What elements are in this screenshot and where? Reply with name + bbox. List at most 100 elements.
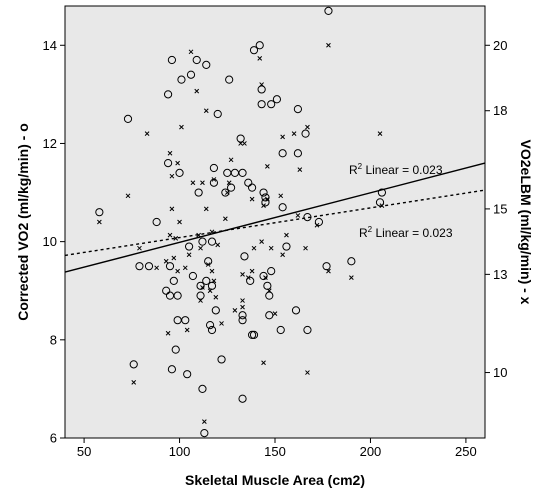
x-point bbox=[297, 167, 303, 172]
circle-point bbox=[314, 217, 324, 227]
circle-point bbox=[291, 306, 301, 315]
circle-point bbox=[135, 262, 144, 271]
x-tick-label: 50 bbox=[77, 444, 91, 459]
x-point bbox=[167, 232, 173, 238]
plot-area bbox=[64, 5, 486, 439]
x-point bbox=[165, 330, 171, 336]
circle-point bbox=[255, 41, 264, 50]
circle-point bbox=[202, 60, 211, 70]
circle-point bbox=[171, 345, 180, 354]
x-point bbox=[263, 275, 268, 280]
y2-tick-label: 20 bbox=[493, 38, 507, 53]
circle-point bbox=[175, 168, 184, 178]
circle-point bbox=[200, 428, 209, 438]
y-tick-label: 14 bbox=[43, 38, 57, 53]
x-point bbox=[211, 177, 217, 182]
circle-point bbox=[217, 355, 226, 364]
x-point bbox=[261, 203, 266, 208]
x-point bbox=[154, 265, 159, 271]
x-point bbox=[280, 134, 285, 140]
circle-point bbox=[225, 75, 234, 84]
circle-point bbox=[202, 276, 211, 286]
circle-point bbox=[188, 271, 198, 281]
x-point bbox=[215, 242, 221, 248]
x-point bbox=[303, 245, 308, 251]
x-point bbox=[265, 164, 270, 169]
x-point bbox=[131, 380, 137, 385]
x-point bbox=[326, 42, 331, 48]
x-point bbox=[261, 360, 266, 366]
circle-point bbox=[293, 104, 303, 114]
x-point bbox=[167, 150, 173, 156]
circle-point bbox=[167, 55, 177, 65]
fit-label-dashed-text: Linear = 0.023 bbox=[372, 226, 453, 240]
circle-point bbox=[184, 242, 194, 251]
circle-point bbox=[194, 188, 203, 197]
x-point bbox=[240, 304, 245, 310]
x-point bbox=[278, 193, 284, 199]
x-point bbox=[198, 245, 203, 251]
x-point bbox=[326, 268, 331, 274]
circle-point bbox=[301, 129, 310, 138]
x-point bbox=[280, 252, 285, 258]
x-point bbox=[196, 232, 201, 238]
circle-point bbox=[303, 325, 312, 335]
x-point bbox=[184, 327, 190, 333]
circle-point bbox=[196, 291, 205, 300]
x-point bbox=[186, 252, 192, 258]
circle-point bbox=[293, 149, 303, 158]
x-point bbox=[175, 268, 180, 274]
x-point bbox=[169, 206, 175, 212]
circle-point bbox=[163, 90, 173, 99]
x-point bbox=[200, 285, 205, 290]
circle-point bbox=[240, 252, 249, 261]
circle-point bbox=[247, 183, 257, 192]
circle-point bbox=[167, 365, 177, 374]
y-axis-title: Corrected VO2 (ml/kg/min) - o bbox=[15, 123, 31, 321]
x-point bbox=[245, 275, 251, 280]
fit-label-dashed-r: R bbox=[359, 226, 368, 240]
x-point bbox=[198, 298, 203, 303]
y2-tick-label: 10 bbox=[493, 365, 507, 380]
x-point bbox=[272, 311, 278, 316]
x-point bbox=[379, 203, 385, 208]
x-point bbox=[291, 131, 297, 136]
x-point bbox=[175, 160, 180, 166]
x-tick-label: 250 bbox=[455, 444, 477, 459]
x-point bbox=[205, 262, 211, 267]
x-point bbox=[240, 298, 245, 303]
circle-point bbox=[205, 320, 215, 330]
points-layer bbox=[95, 6, 387, 438]
circle-point bbox=[236, 134, 245, 143]
x-point bbox=[305, 124, 310, 130]
x-tick-label: 100 bbox=[169, 444, 191, 459]
circle-point bbox=[129, 360, 138, 369]
x-tick-label: 150 bbox=[264, 444, 286, 459]
fit-lines-layer bbox=[64, 162, 486, 273]
x-point bbox=[203, 206, 209, 212]
y2-tick-label: 13 bbox=[493, 267, 507, 282]
circle-point bbox=[238, 311, 247, 320]
x-point bbox=[377, 131, 383, 136]
circle-point bbox=[278, 203, 287, 212]
circle-point bbox=[163, 158, 173, 168]
x-point bbox=[188, 49, 194, 55]
circle-point bbox=[207, 325, 217, 335]
fit-label-solid-r: R bbox=[349, 163, 358, 177]
x-point bbox=[173, 236, 179, 241]
circle-point bbox=[267, 100, 276, 109]
x-tick-label: 200 bbox=[360, 444, 382, 459]
fit-line-dashed bbox=[64, 189, 486, 257]
x-point bbox=[163, 258, 169, 264]
circle-point bbox=[267, 266, 276, 276]
x-point bbox=[305, 370, 310, 375]
circle-point bbox=[246, 276, 255, 286]
x-point bbox=[249, 196, 255, 202]
x-point bbox=[240, 272, 245, 277]
x-point bbox=[182, 265, 188, 271]
fit-label-dashed-sup: 2 bbox=[368, 225, 373, 234]
x-point bbox=[171, 255, 177, 261]
x-point bbox=[228, 157, 234, 163]
circle-point bbox=[324, 6, 333, 16]
